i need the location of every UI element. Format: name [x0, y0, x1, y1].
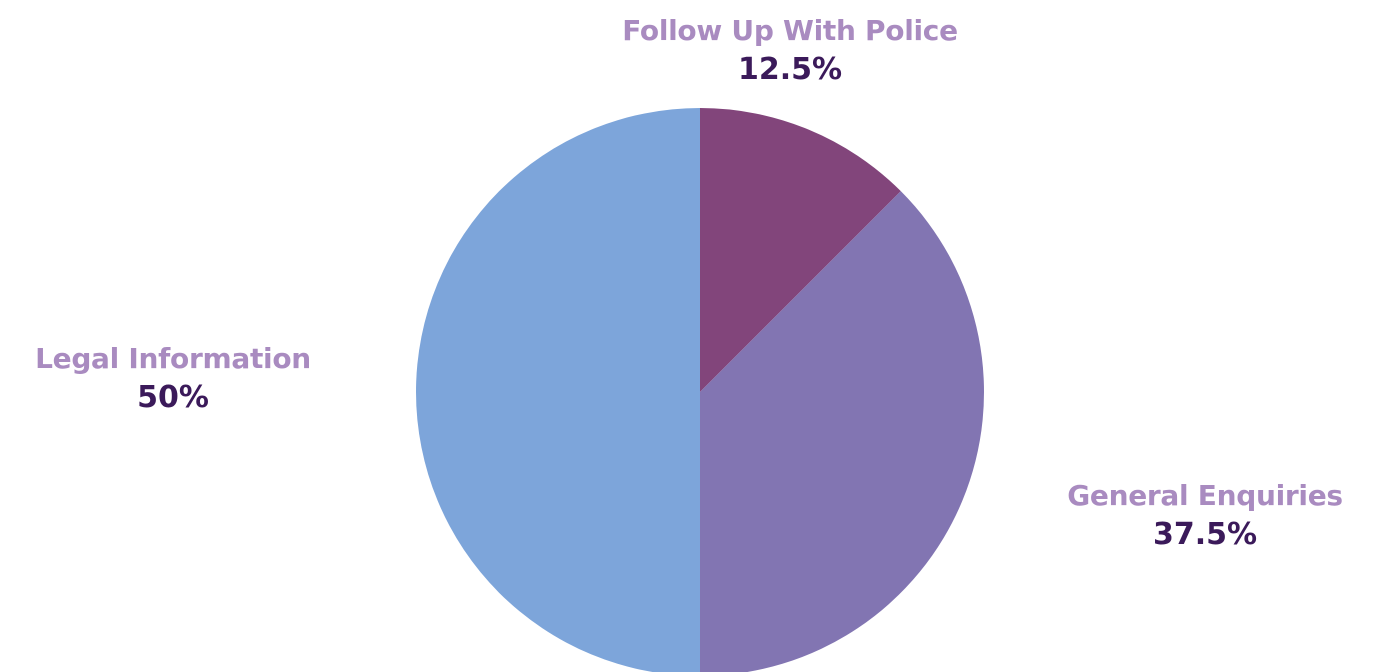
slice-value-follow-up-with-police: 12.5% [737, 52, 843, 87]
slice-label-legal-information: Legal Information 50% [35, 340, 311, 418]
slice-value-general-enquiries: 37.5% [1152, 517, 1258, 552]
pie-slice-legal-information [416, 108, 700, 672]
pie-slice-general-enquiries [700, 191, 985, 672]
slice-label-general-enquiries: General Enquiries 37.5% [1067, 477, 1343, 555]
pie-slice-follow-up-with-police [700, 108, 901, 392]
slice-name-general-enquiries: General Enquiries [1067, 479, 1343, 512]
slice-value-legal-information: 50% [137, 380, 209, 415]
slice-name-legal-information: Legal Information [35, 342, 311, 375]
pie-slices [416, 108, 985, 672]
slice-name-follow-up-with-police: Follow Up With Police [622, 14, 958, 47]
slice-label-follow-up-with-police: Follow Up With Police 12.5% [622, 12, 958, 90]
